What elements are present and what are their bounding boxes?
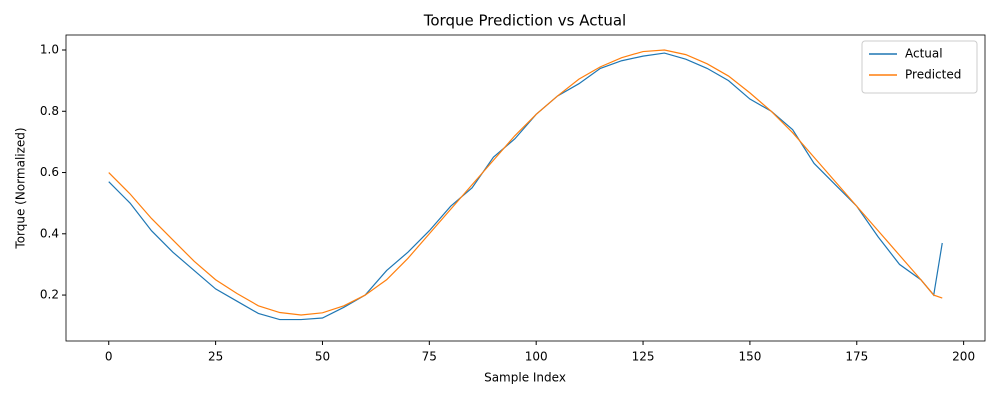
x-tick-label: 100 (525, 350, 548, 364)
x-axis-label: Sample Index (484, 371, 566, 385)
y-tick-label: 1.0 (40, 43, 59, 57)
legend: Actual Predicted (861, 40, 978, 94)
x-tick-label: 50 (315, 350, 330, 364)
x-tick-label: 25 (208, 350, 223, 364)
chart-title: Torque Prediction vs Actual (423, 12, 626, 30)
x-tick-label: 0 (105, 350, 113, 364)
x-tick-label: 200 (952, 350, 975, 364)
x-tick-label: 125 (632, 350, 655, 364)
x-tick-label: 75 (422, 350, 437, 364)
legend-label: Predicted (905, 68, 961, 82)
legend-label: Actual (905, 47, 943, 61)
y-tick-label: 0.6 (40, 165, 59, 179)
x-tick-label: 175 (845, 350, 868, 364)
y-tick-label: 0.2 (40, 288, 59, 302)
plot-frame (65, 34, 986, 342)
y-axis-label: Torque (Normalized) (14, 127, 28, 249)
y-tick-label: 0.8 (40, 104, 59, 118)
data-line (108, 52, 943, 321)
x-tick-label: 150 (738, 350, 761, 364)
y-tick-label: 0.4 (40, 226, 59, 240)
data-line (108, 49, 943, 316)
